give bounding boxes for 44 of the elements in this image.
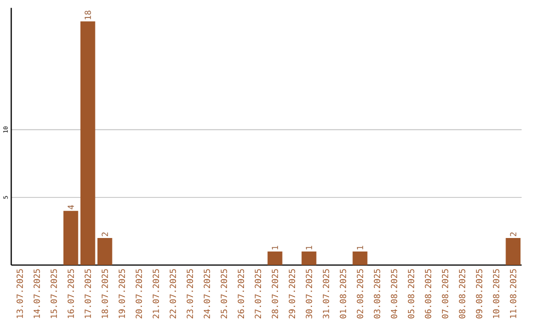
- bar: [63, 210, 78, 266]
- x-tick-label: 08.08.2025: [458, 269, 466, 318]
- bar: [268, 252, 282, 266]
- bar: [506, 238, 521, 266]
- bar: [302, 252, 316, 266]
- bar: [352, 252, 368, 266]
- x-tick-label: 24.07.2025: [204, 269, 210, 318]
- data-label: 2: [510, 232, 516, 236]
- x-tick-label: 26.07.2025: [238, 269, 244, 318]
- x-tick-label: 19.07.2025: [118, 269, 125, 318]
- x-tick-label: 23.07.2025: [186, 269, 194, 318]
- data-label: 4: [68, 205, 74, 210]
- x-tick-label: 06.08.2025: [424, 269, 432, 318]
- x-tick-label: 28.07.2025: [272, 269, 278, 318]
- data-label: 1: [306, 246, 312, 250]
- x-tick-label: 13.07.2025: [16, 269, 23, 318]
- data-label: 1: [272, 246, 278, 250]
- x-tick-label: 17.07.2025: [84, 269, 91, 318]
- bar: [97, 238, 112, 266]
- x-tick-label: 07.08.2025: [442, 269, 448, 318]
- x-tick-label: 14.07.2025: [34, 269, 40, 318]
- x-tick-label: 04.08.2025: [390, 269, 398, 318]
- x-tick-label: 16.07.2025: [68, 269, 74, 318]
- x-tick-label: 10.08.2025: [492, 269, 500, 318]
- x-tick-label: 22.07.2025: [170, 269, 176, 318]
- x-tick-label: 25.07.2025: [220, 269, 228, 318]
- x-tick-label: 30.07.2025: [306, 269, 312, 318]
- x-tick-label: 31.07.2025: [322, 269, 330, 318]
- x-tick-label: 01.08.2025: [340, 269, 346, 318]
- x-tick-label: 27.07.2025: [254, 269, 262, 318]
- x-tick-label: 29.07.2025: [288, 269, 296, 318]
- data-label: 18: [84, 10, 91, 20]
- x-tick-label: 21.07.2025: [152, 269, 160, 318]
- x-tick-label: 03.08.2025: [374, 269, 380, 318]
- x-tick-label: 11.08.2025: [510, 269, 516, 318]
- x-tick-label: 18.07.2025: [102, 269, 108, 318]
- data-label: 1: [356, 246, 364, 250]
- x-tick-label: 05.08.2025: [408, 269, 414, 318]
- bar: [80, 21, 96, 266]
- x-tick-label: 20.07.2025: [136, 269, 142, 318]
- x-tick-label: 15.07.2025: [50, 269, 57, 318]
- x-tick-label: 02.08.2025: [356, 269, 364, 318]
- data-label: 2: [102, 232, 108, 236]
- x-tick-label: 09.08.2025: [476, 269, 482, 318]
